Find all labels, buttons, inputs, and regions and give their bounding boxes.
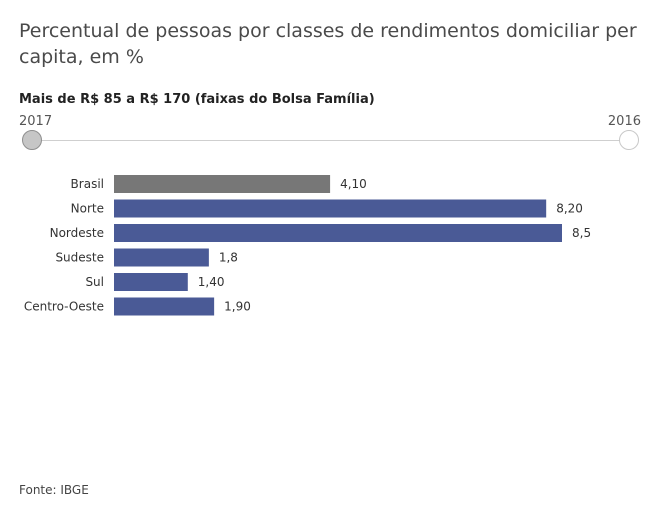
value-label: 1,90 bbox=[224, 300, 251, 314]
bar[interactable] bbox=[114, 248, 209, 267]
category-label: Norte bbox=[71, 202, 104, 216]
bar-chart: Brasil 4,10 Norte 8,20 Nordeste 8,5 Sudeste 1,8… bbox=[24, 175, 591, 316]
bar[interactable] bbox=[114, 224, 562, 242]
value-label: 4,10 bbox=[340, 177, 367, 191]
bar[interactable] bbox=[114, 273, 188, 291]
value-label: 1,8 bbox=[219, 251, 238, 265]
slider-end-label: 2016 bbox=[607, 114, 641, 129]
slider-handle-inactive[interactable] bbox=[619, 130, 639, 150]
category-label: Sul bbox=[85, 275, 104, 289]
category-label: Sudeste bbox=[55, 251, 104, 265]
category-label: Brasil bbox=[71, 177, 104, 191]
category-label: Centro-Oeste bbox=[24, 300, 104, 314]
value-label: 1,40 bbox=[198, 275, 225, 289]
slider-handle-active[interactable] bbox=[22, 130, 42, 150]
category-label: Nordeste bbox=[50, 226, 104, 240]
chart-subtitle: Mais de R$ 85 a R$ 170 (faixas do Bolsa … bbox=[19, 92, 375, 107]
source-note: Fonte: IBGE bbox=[19, 483, 89, 497]
slider-track[interactable] bbox=[33, 140, 629, 141]
bar[interactable] bbox=[114, 297, 215, 316]
chart-title: Percentual de pessoas por classes de ren… bbox=[19, 20, 637, 68]
value-label: 8,20 bbox=[556, 202, 583, 216]
bar[interactable] bbox=[114, 175, 331, 193]
year-slider[interactable]: 2017 2016 bbox=[19, 114, 641, 154]
bar[interactable] bbox=[114, 199, 547, 218]
value-label: 8,5 bbox=[572, 226, 591, 240]
slider-start-label: 2017 bbox=[19, 114, 53, 129]
